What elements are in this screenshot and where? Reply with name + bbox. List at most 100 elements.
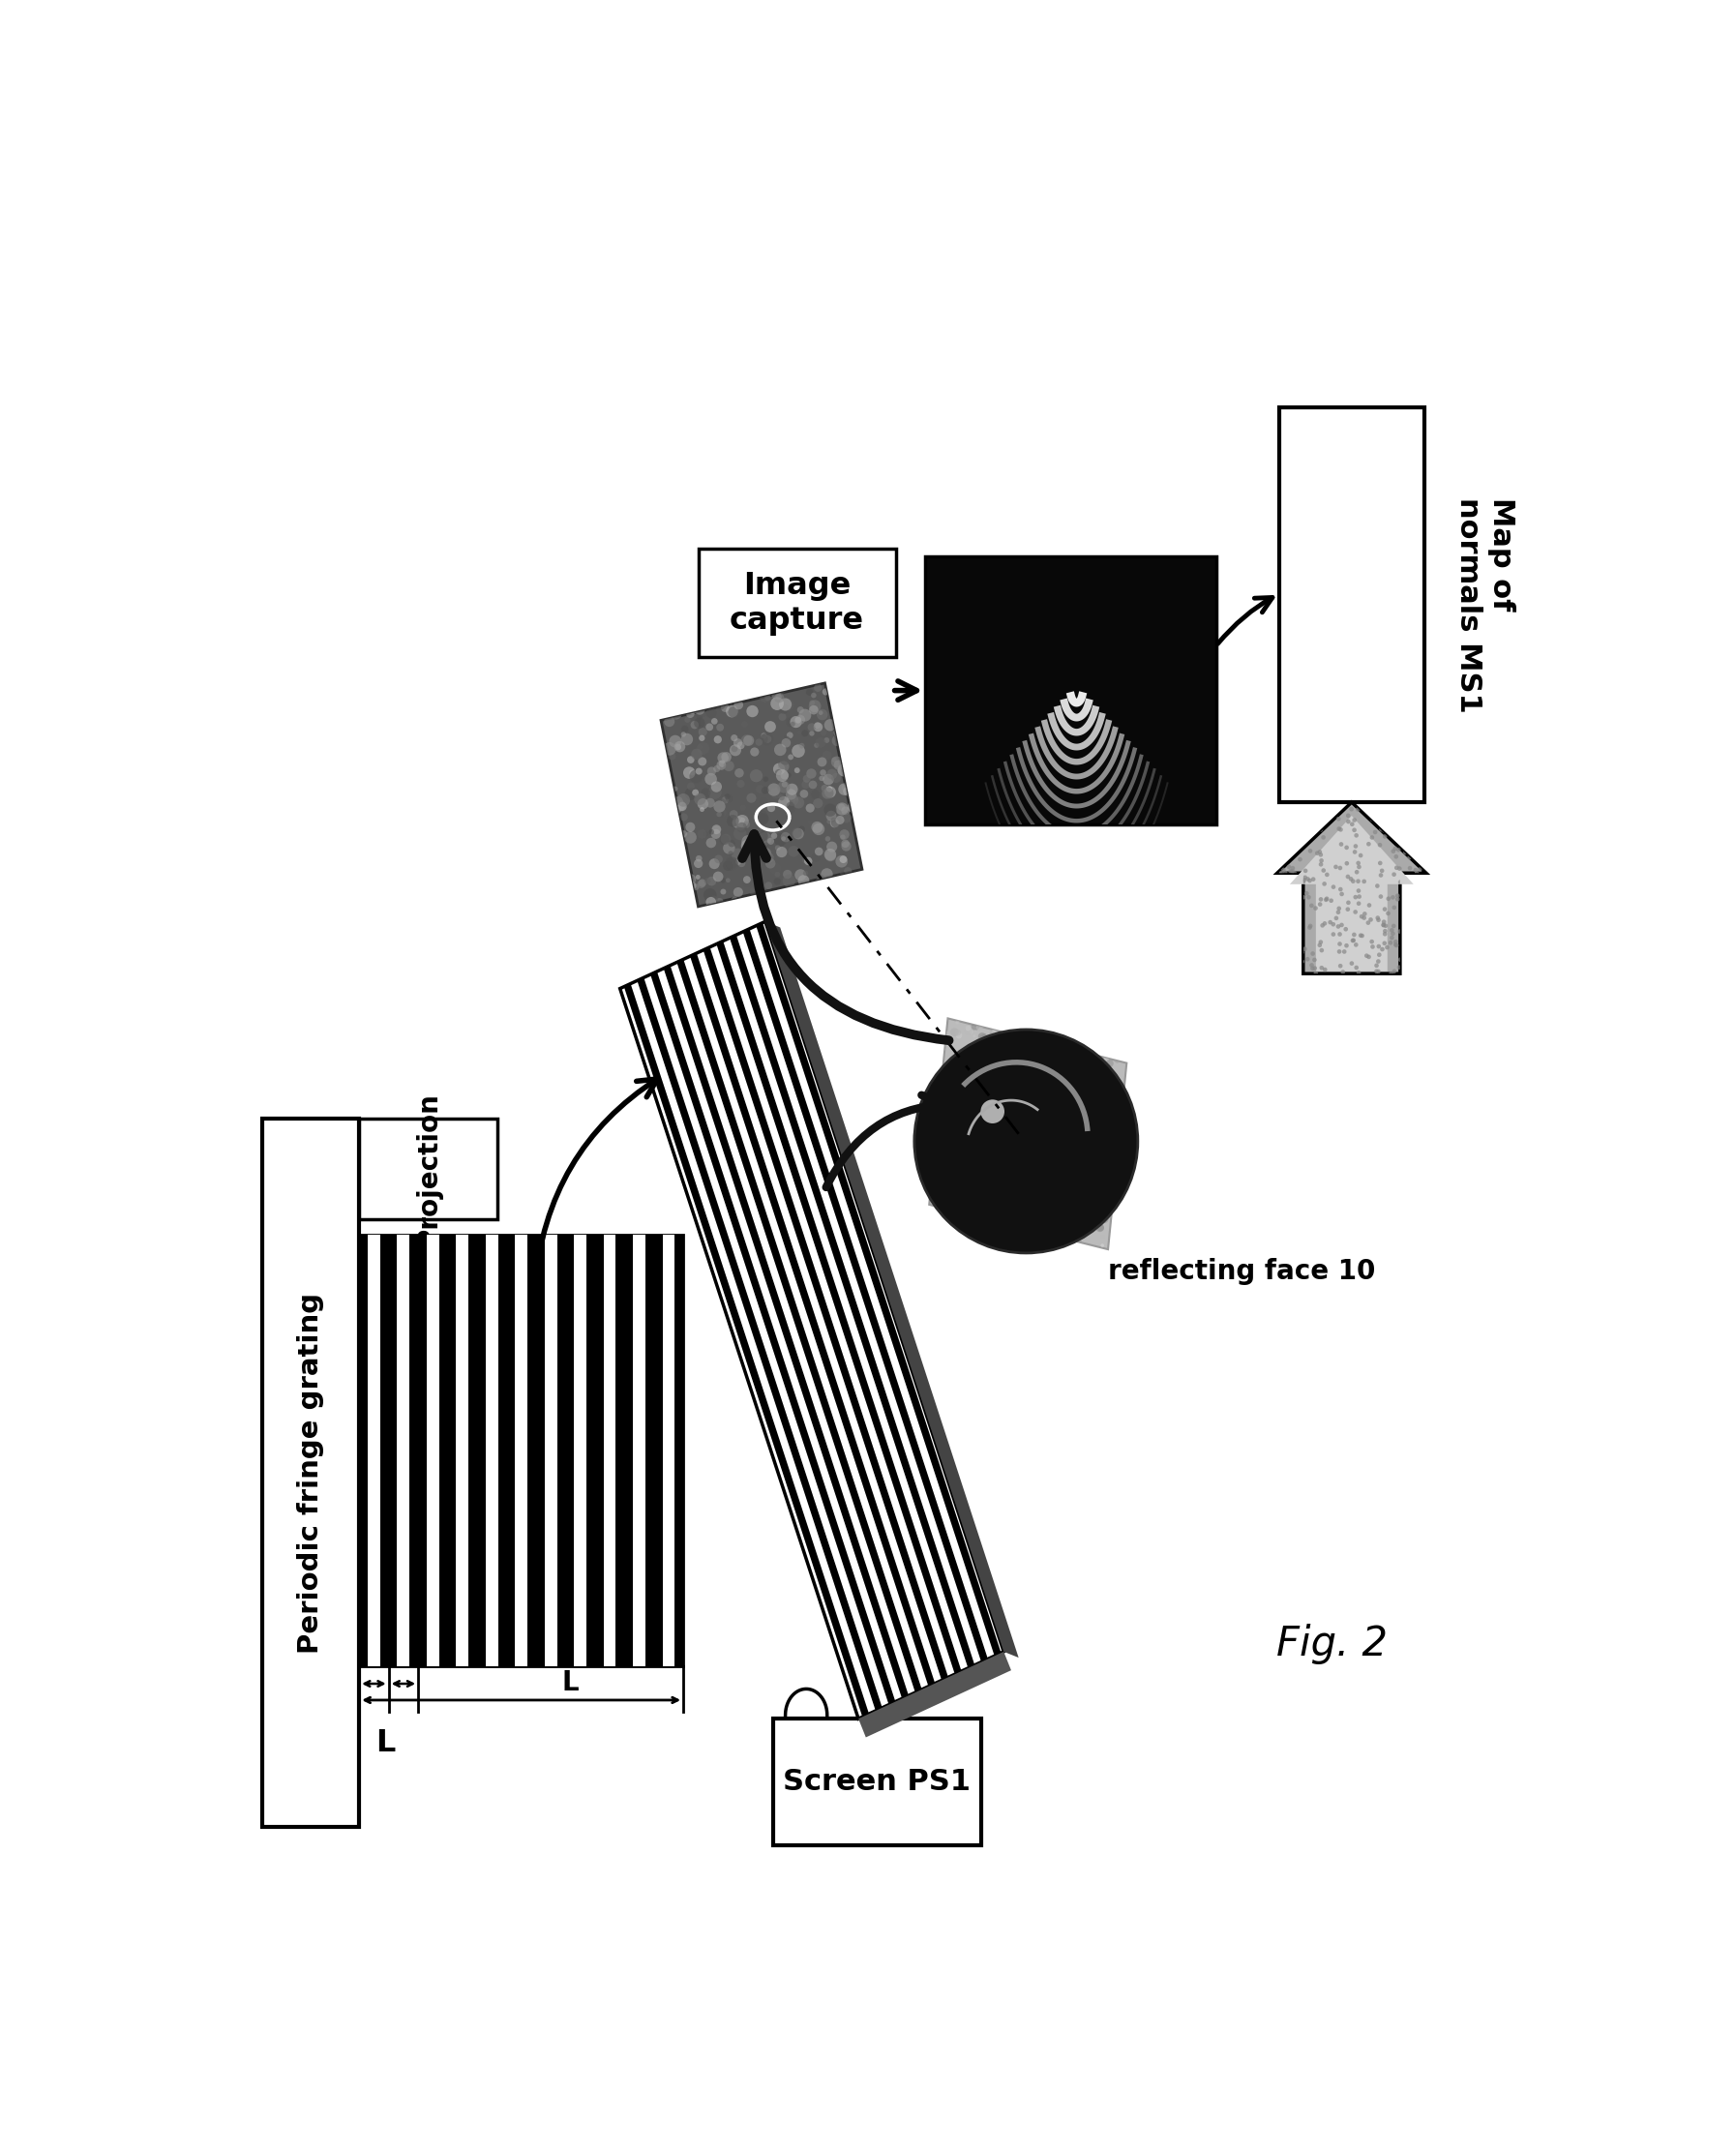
Circle shape bbox=[774, 878, 781, 885]
Circle shape bbox=[1055, 1061, 1064, 1070]
Circle shape bbox=[1397, 958, 1403, 962]
Circle shape bbox=[826, 887, 832, 896]
Bar bbox=[368, 1234, 380, 1666]
Circle shape bbox=[812, 799, 823, 807]
Circle shape bbox=[672, 818, 682, 829]
Circle shape bbox=[950, 1156, 955, 1163]
Circle shape bbox=[1033, 1210, 1042, 1216]
Circle shape bbox=[826, 842, 837, 853]
Circle shape bbox=[1307, 814, 1312, 818]
Circle shape bbox=[1075, 1081, 1082, 1087]
Circle shape bbox=[1057, 1092, 1062, 1098]
Circle shape bbox=[838, 784, 851, 794]
Circle shape bbox=[1050, 1049, 1055, 1053]
Circle shape bbox=[1337, 827, 1342, 831]
Circle shape bbox=[1285, 900, 1290, 904]
Circle shape bbox=[731, 734, 738, 741]
Circle shape bbox=[1083, 1046, 1087, 1051]
Circle shape bbox=[719, 812, 724, 816]
Circle shape bbox=[1281, 868, 1286, 872]
Circle shape bbox=[1094, 1064, 1101, 1070]
Circle shape bbox=[734, 769, 743, 777]
Circle shape bbox=[1087, 1061, 1095, 1070]
Circle shape bbox=[1305, 956, 1309, 962]
Circle shape bbox=[1080, 1074, 1087, 1079]
Circle shape bbox=[1318, 941, 1323, 945]
Circle shape bbox=[1029, 1227, 1033, 1229]
Circle shape bbox=[1366, 842, 1371, 846]
Bar bbox=[262, 1120, 359, 1826]
Circle shape bbox=[1345, 820, 1351, 825]
Circle shape bbox=[1097, 1135, 1102, 1141]
Circle shape bbox=[965, 1049, 974, 1057]
Bar bbox=[486, 1234, 498, 1666]
Circle shape bbox=[1082, 1143, 1085, 1148]
Circle shape bbox=[1345, 906, 1351, 911]
Circle shape bbox=[1108, 1156, 1111, 1160]
Circle shape bbox=[849, 773, 854, 779]
Circle shape bbox=[844, 868, 852, 874]
Circle shape bbox=[1352, 850, 1358, 855]
Circle shape bbox=[1373, 829, 1377, 835]
Circle shape bbox=[930, 1085, 939, 1094]
Circle shape bbox=[712, 693, 726, 706]
Circle shape bbox=[1283, 870, 1288, 874]
Circle shape bbox=[1016, 1076, 1021, 1081]
Circle shape bbox=[1394, 866, 1399, 870]
Circle shape bbox=[1382, 919, 1385, 924]
Circle shape bbox=[1002, 1173, 1005, 1178]
Circle shape bbox=[1016, 1055, 1019, 1059]
Circle shape bbox=[1069, 1126, 1073, 1130]
Circle shape bbox=[969, 1191, 972, 1195]
Circle shape bbox=[1099, 1199, 1102, 1204]
Circle shape bbox=[1033, 1214, 1038, 1221]
Circle shape bbox=[984, 1122, 993, 1130]
Circle shape bbox=[731, 848, 745, 861]
Circle shape bbox=[672, 786, 677, 792]
Circle shape bbox=[1420, 850, 1425, 855]
Circle shape bbox=[837, 874, 849, 887]
Circle shape bbox=[672, 868, 686, 881]
Circle shape bbox=[1375, 962, 1378, 967]
Circle shape bbox=[990, 1096, 998, 1102]
Circle shape bbox=[998, 1124, 1005, 1130]
Circle shape bbox=[1078, 1126, 1080, 1128]
Circle shape bbox=[957, 1154, 965, 1163]
Circle shape bbox=[1050, 1040, 1055, 1046]
Circle shape bbox=[1005, 1184, 1012, 1191]
Circle shape bbox=[1045, 1102, 1049, 1104]
Circle shape bbox=[1293, 919, 1297, 924]
Circle shape bbox=[1019, 1031, 1024, 1038]
Circle shape bbox=[1338, 866, 1342, 870]
Circle shape bbox=[741, 840, 753, 853]
Circle shape bbox=[672, 702, 677, 706]
Circle shape bbox=[1382, 941, 1387, 945]
Circle shape bbox=[1108, 1197, 1116, 1206]
Circle shape bbox=[1069, 1232, 1073, 1236]
Circle shape bbox=[743, 687, 752, 695]
Circle shape bbox=[1057, 1214, 1062, 1221]
Circle shape bbox=[845, 889, 859, 902]
Circle shape bbox=[738, 859, 745, 868]
Circle shape bbox=[840, 829, 849, 840]
Circle shape bbox=[1007, 1038, 1012, 1046]
Circle shape bbox=[705, 689, 712, 698]
Circle shape bbox=[944, 1208, 948, 1210]
Circle shape bbox=[1023, 1184, 1026, 1188]
Circle shape bbox=[776, 683, 786, 693]
Circle shape bbox=[832, 820, 840, 827]
Circle shape bbox=[1311, 952, 1314, 956]
Circle shape bbox=[1031, 1113, 1040, 1122]
Circle shape bbox=[776, 693, 781, 700]
Circle shape bbox=[1106, 1059, 1113, 1068]
Circle shape bbox=[1049, 1208, 1057, 1216]
Circle shape bbox=[675, 743, 681, 749]
Circle shape bbox=[800, 893, 807, 902]
Circle shape bbox=[717, 689, 724, 695]
Circle shape bbox=[698, 878, 707, 887]
Circle shape bbox=[946, 1182, 955, 1191]
Circle shape bbox=[797, 706, 804, 713]
Circle shape bbox=[1042, 1087, 1045, 1089]
Circle shape bbox=[1391, 848, 1396, 853]
Circle shape bbox=[1318, 850, 1323, 855]
